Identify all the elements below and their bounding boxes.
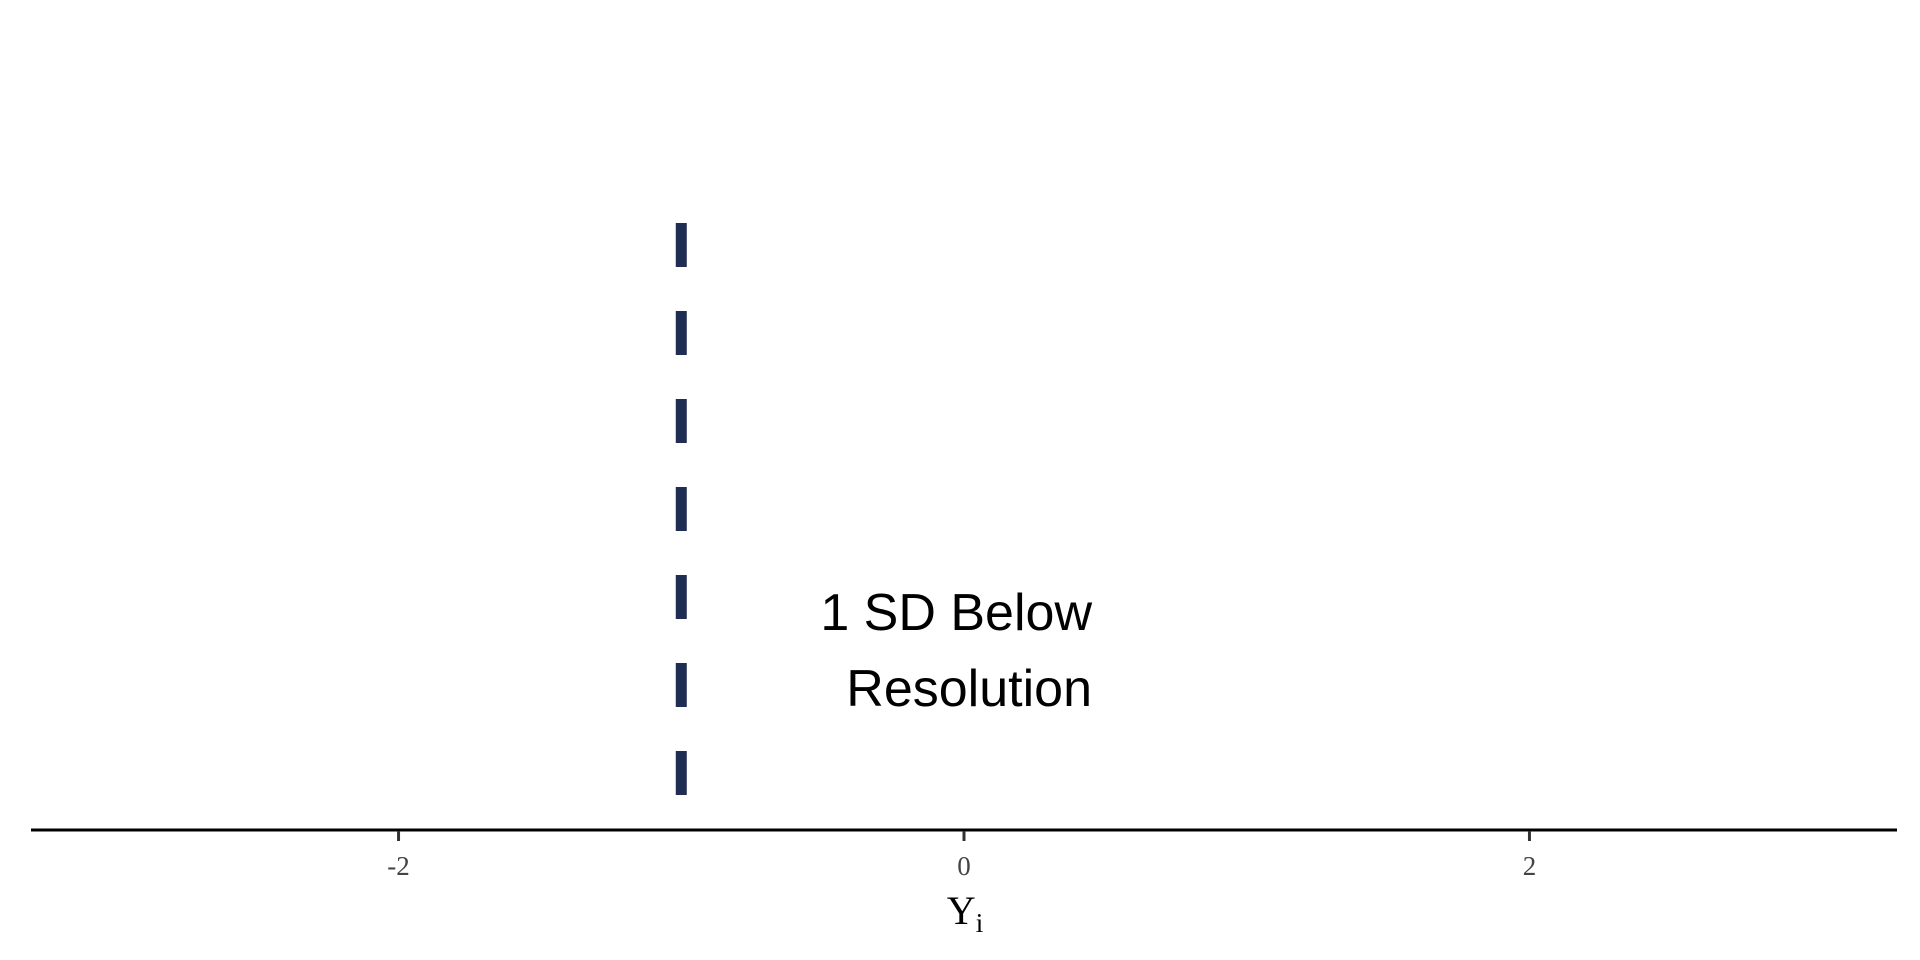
- annotation-label: 1 SD Below: [820, 584, 1092, 642]
- x-axis-title: Yi: [947, 888, 983, 938]
- annotation-label: Resolution: [846, 660, 1092, 718]
- x-tick-label: 0: [957, 851, 971, 881]
- x-tick-label: 2: [1523, 851, 1537, 881]
- x-tick-label: -2: [387, 851, 410, 881]
